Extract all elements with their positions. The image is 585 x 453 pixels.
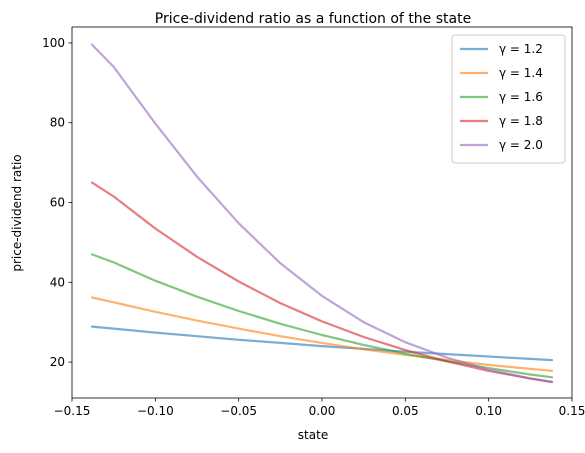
legend-label: γ = 2.0 bbox=[499, 138, 543, 152]
x-tick-label: 0.15 bbox=[559, 404, 585, 418]
series-line-3 bbox=[90, 253, 554, 379]
y-tick-label: 40 bbox=[50, 275, 65, 289]
x-axis-title: state bbox=[298, 428, 328, 442]
y-axis-title: price-dividend ratio bbox=[10, 154, 24, 271]
x-tick-label: 0.05 bbox=[392, 404, 419, 418]
legend-box bbox=[451, 34, 566, 164]
y-tick-label: 100 bbox=[42, 36, 65, 50]
x-tick-label: −0.15 bbox=[54, 404, 91, 418]
series-line-5 bbox=[90, 43, 554, 384]
legend-label: γ = 1.8 bbox=[499, 114, 543, 128]
x-tick-label: 0.10 bbox=[475, 404, 502, 418]
series-line-4 bbox=[90, 181, 554, 384]
series-layer bbox=[90, 43, 554, 384]
series-line-2 bbox=[90, 296, 554, 372]
series-line-1 bbox=[90, 325, 554, 362]
x-tick-label: −0.10 bbox=[137, 404, 174, 418]
legend-label: γ = 1.4 bbox=[499, 66, 543, 80]
y-tick-label: 60 bbox=[50, 196, 65, 210]
y-tick-label: 80 bbox=[50, 116, 65, 130]
legend-label: γ = 1.2 bbox=[499, 42, 543, 56]
x-tick-label: −0.05 bbox=[220, 404, 257, 418]
x-tick-label: 0.00 bbox=[309, 404, 336, 418]
y-axis: 20 40 60 80 100 bbox=[42, 36, 72, 369]
legend-label: γ = 1.6 bbox=[499, 90, 543, 104]
y-tick-label: 20 bbox=[50, 355, 65, 369]
x-axis: −0.15 −0.10 −0.05 0.00 0.05 0.10 0.15 bbox=[54, 398, 585, 418]
chart-title: Price-dividend ratio as a function of th… bbox=[155, 11, 471, 27]
legend: γ = 1.2 γ = 1.4 γ = 1.6 γ = 1.8 γ = 2.0 bbox=[451, 34, 566, 164]
